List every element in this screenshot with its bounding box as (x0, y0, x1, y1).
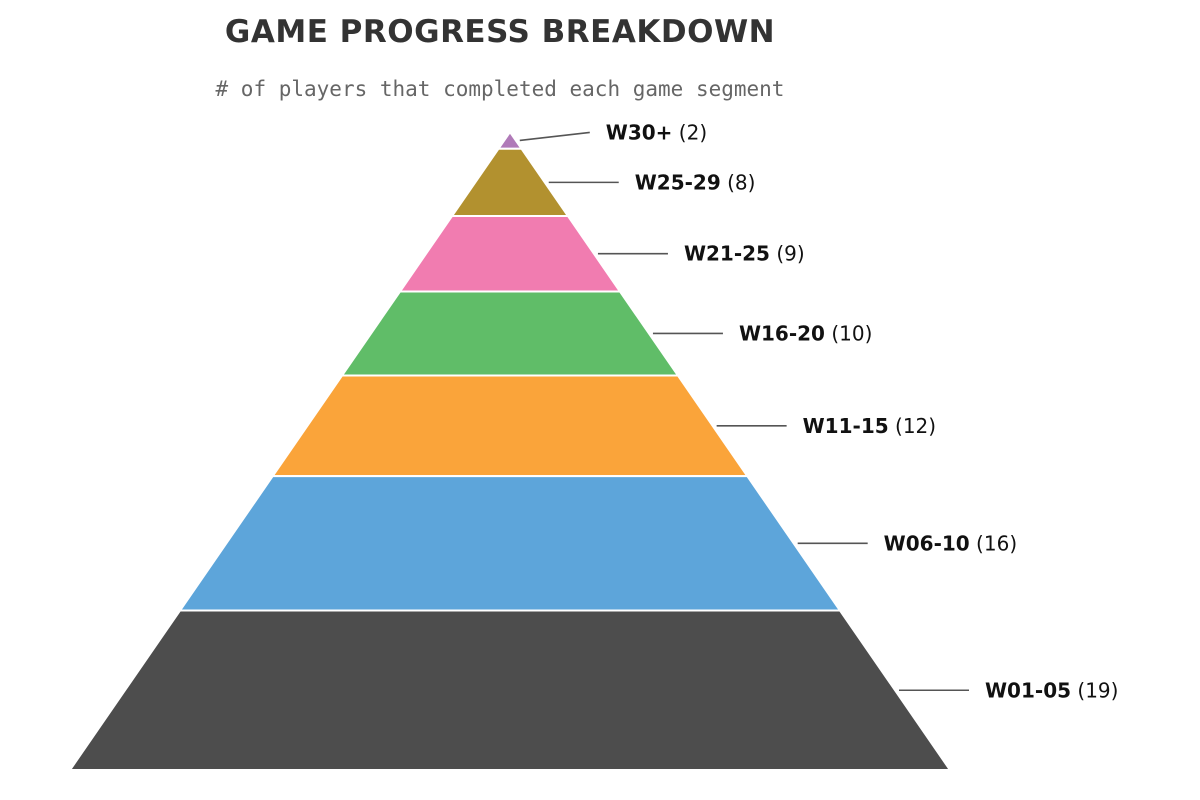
segment-value: (10) (825, 321, 872, 345)
segment-value: (16) (970, 531, 1017, 555)
segment-label: W01-05 (19) (985, 678, 1118, 702)
segment-label: W11-15 (12) (803, 414, 936, 438)
segment-value: (2) (672, 120, 707, 144)
chart-subtitle: # of players that completed each game se… (215, 77, 785, 101)
pyramid-segment-w0610 (178, 475, 842, 612)
segment-name: W30+ (606, 120, 673, 144)
segment-value: (19) (1071, 678, 1118, 702)
segment-label: W25-29 (8) (635, 170, 756, 194)
pyramid-segment-w2125 (398, 214, 622, 293)
pyramid-segment-w30 (496, 130, 524, 150)
segment-name: W06-10 (884, 531, 970, 555)
chart-title: GAME PROGRESS BREAKDOWN (224, 14, 776, 50)
pyramid-segment-w1115 (270, 374, 750, 478)
segment-label: W16-20 (10) (739, 321, 872, 345)
segment-value: (12) (889, 414, 936, 438)
segment-name: W16-20 (739, 321, 825, 345)
segment-label: W30+ (2) (606, 120, 707, 144)
segment-label: W06-10 (16) (884, 531, 1017, 555)
segment-value: (9) (770, 242, 805, 266)
leader-line (519, 131, 590, 142)
segment-name: W01-05 (985, 678, 1071, 702)
segment-name: W21-25 (684, 242, 770, 266)
segment-value: (8) (721, 170, 756, 194)
pyramid-segment-w0105 (68, 609, 952, 771)
segment-label: W21-25 (9) (684, 242, 805, 266)
segment-name: W11-15 (803, 414, 889, 438)
segment-name: W25-29 (635, 170, 721, 194)
pyramid-segment-w1620 (340, 290, 680, 377)
